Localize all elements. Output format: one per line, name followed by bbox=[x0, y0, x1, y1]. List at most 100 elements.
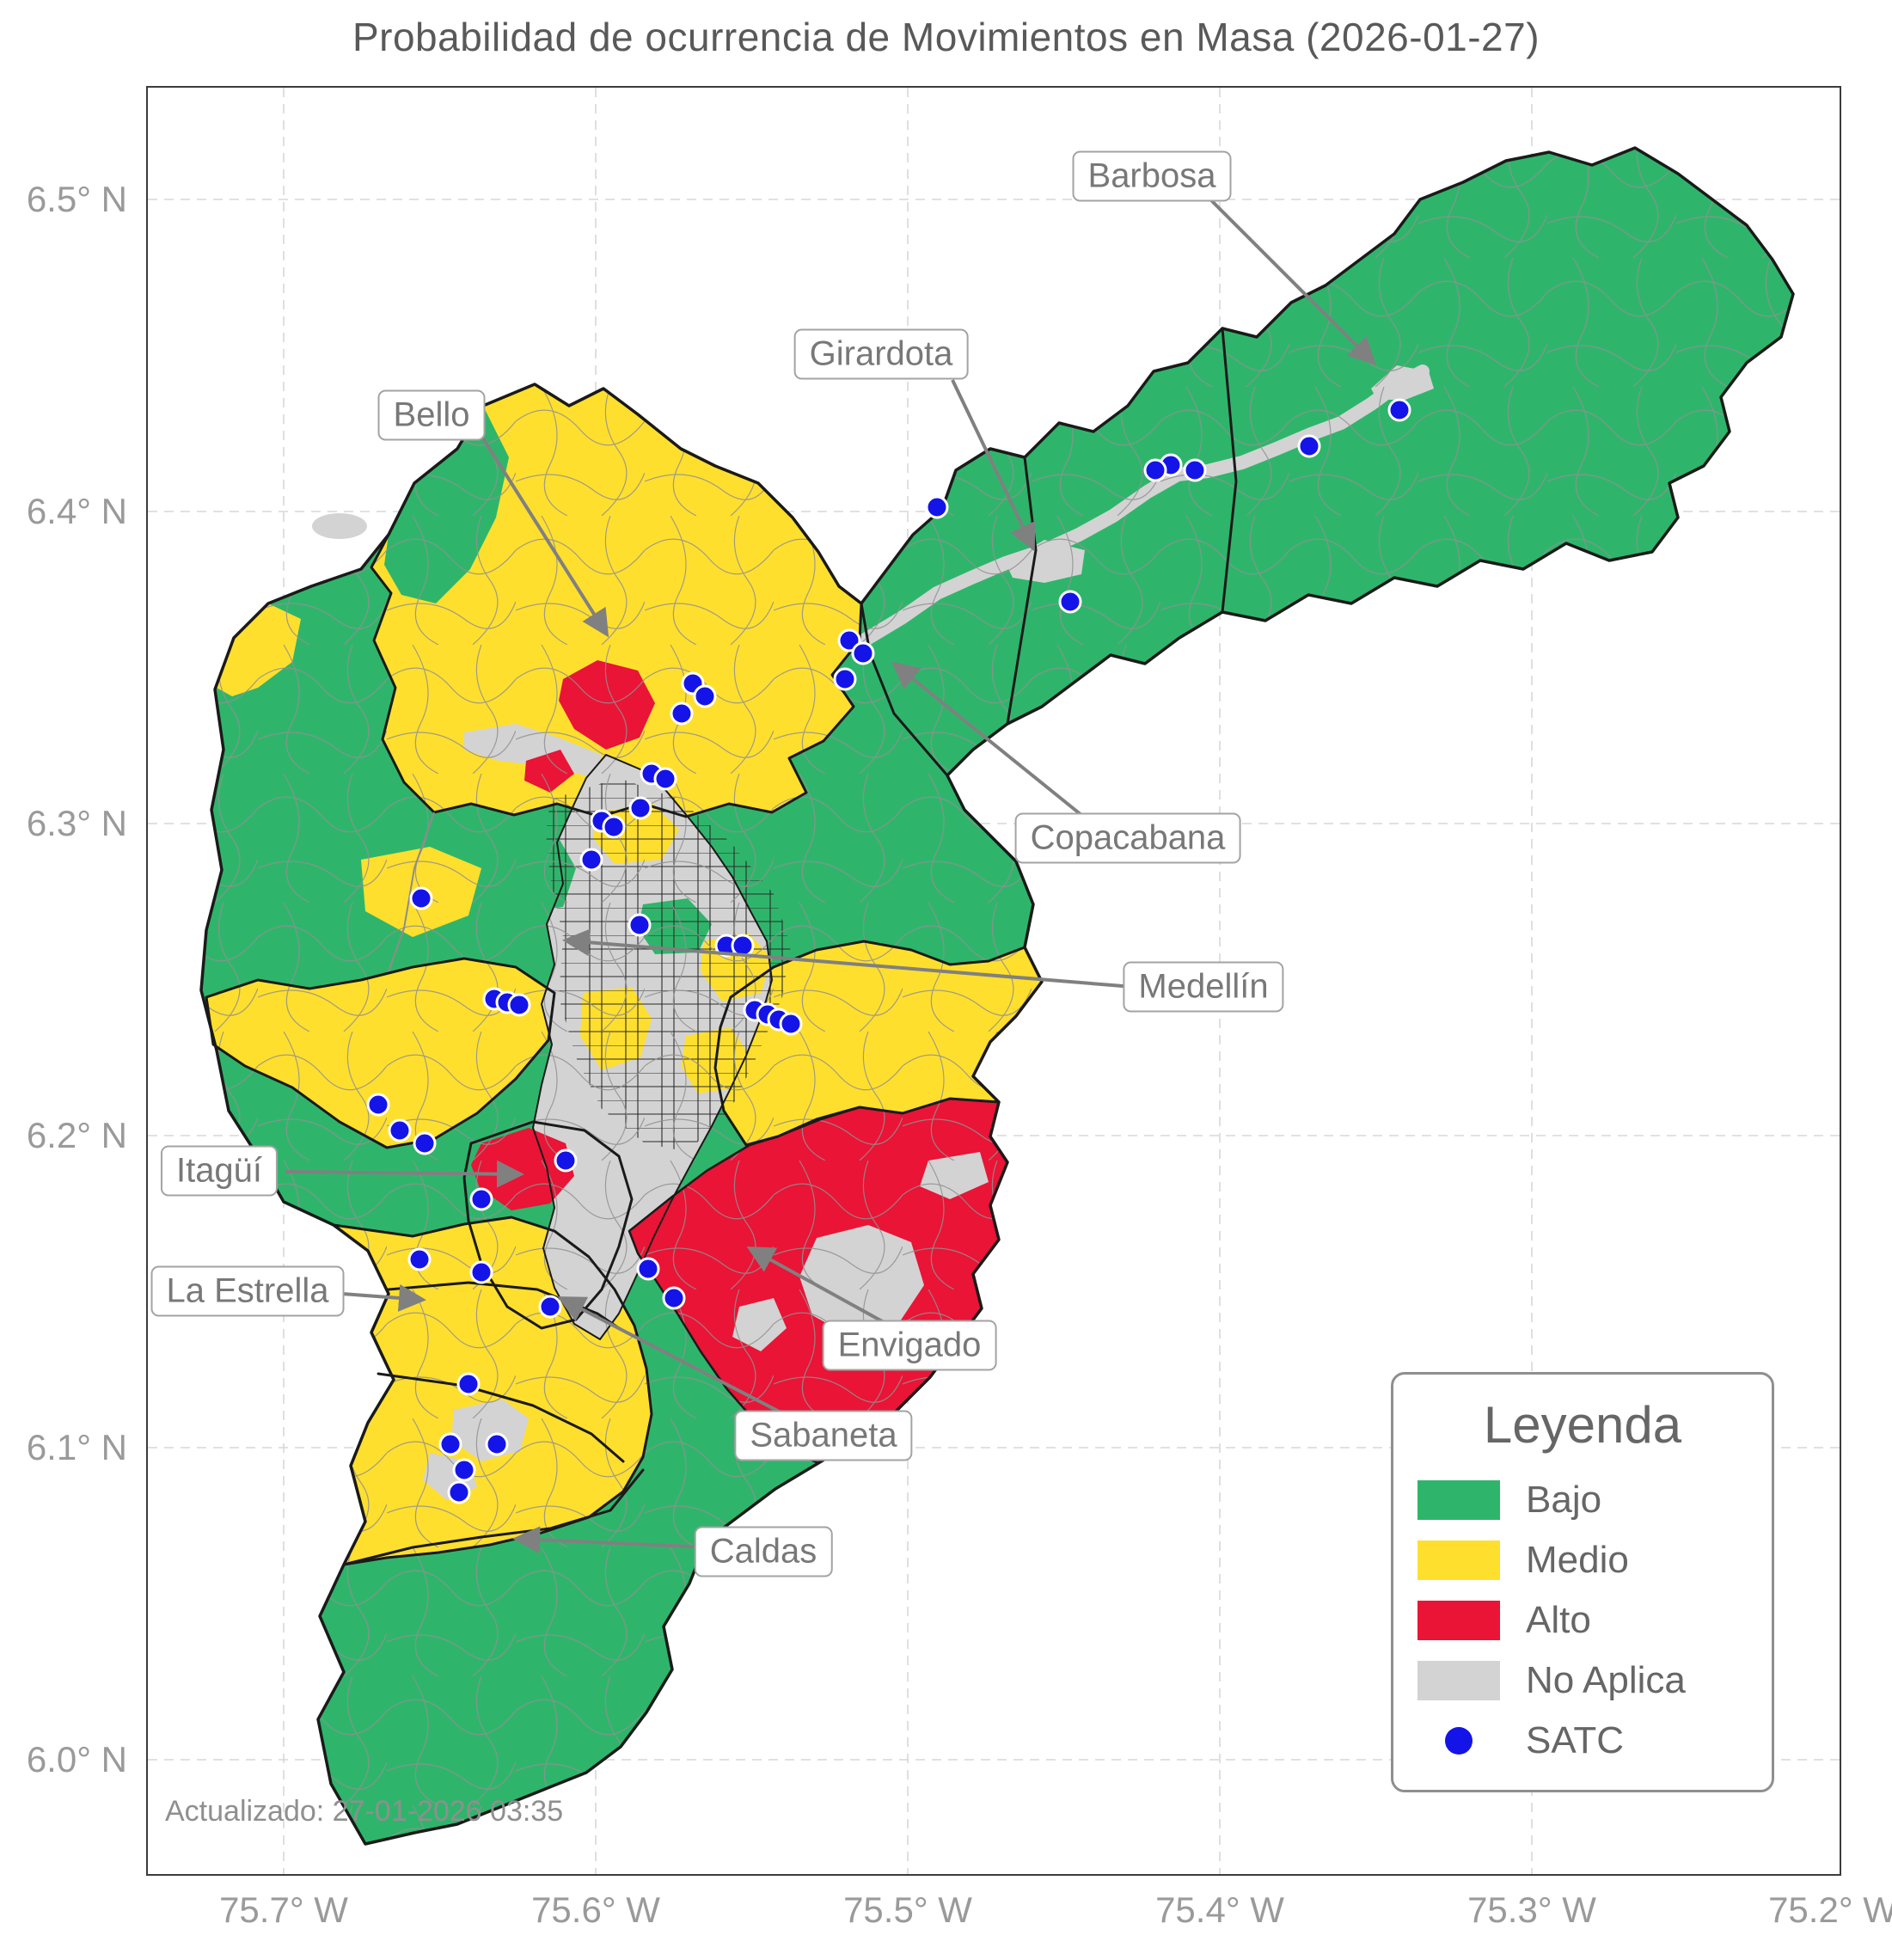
legend-item-alto: Alto bbox=[1417, 1590, 1748, 1651]
arrow-medellin bbox=[562, 928, 1134, 989]
y-tick: 6.5° N bbox=[26, 179, 127, 219]
x-tick: 75.2° W bbox=[1768, 1890, 1892, 1930]
x-tick: 75.5° W bbox=[843, 1890, 972, 1930]
legend-swatch-alto bbox=[1417, 1601, 1500, 1640]
x-tick: 75.6° W bbox=[531, 1890, 660, 1930]
legend: Leyenda Bajo Medio Alto No Aplica SATC bbox=[1391, 1372, 1774, 1792]
y-tick: 6.4° N bbox=[26, 491, 127, 531]
arrow-girardota bbox=[951, 379, 1036, 552]
label-copacabana: Copacabana bbox=[1014, 812, 1241, 864]
legend-dot-wrap bbox=[1417, 1727, 1500, 1755]
y-tick: 6.0° N bbox=[26, 1739, 127, 1779]
arrow-envigado bbox=[746, 1246, 885, 1324]
figure-title: Probabilidad de ocurrencia de Movimiento… bbox=[352, 15, 1540, 59]
boundary-copacabana bbox=[860, 602, 949, 777]
satc-stations bbox=[366, 398, 1411, 1504]
satc-station-dot bbox=[602, 815, 626, 839]
boundary-bello bbox=[370, 383, 863, 818]
satc-dot-icon bbox=[1445, 1727, 1473, 1755]
satc-station-dot bbox=[452, 1458, 476, 1482]
label-la-estrella: La Estrella bbox=[150, 1265, 345, 1317]
satc-station-dot bbox=[833, 667, 857, 691]
y-tick: 6.1° N bbox=[26, 1427, 127, 1467]
legend-label-alto: Alto bbox=[1526, 1599, 1591, 1641]
boundary-barbosa bbox=[1221, 327, 1238, 614]
satc-station-dot bbox=[851, 641, 875, 665]
boundary-sabaneta bbox=[377, 1372, 625, 1463]
label-sabaneta: Sabaneta bbox=[734, 1410, 913, 1461]
boundary-envigado bbox=[628, 1097, 1009, 1465]
label-bello: Bello bbox=[377, 389, 486, 441]
satc-station-dot bbox=[628, 796, 652, 820]
label-medellin: Medellín bbox=[1123, 961, 1284, 1013]
satc-station-dot bbox=[469, 1260, 493, 1284]
y-tick: 6.2° N bbox=[26, 1115, 127, 1155]
satc-station-dot bbox=[662, 1286, 686, 1310]
arrow-itagui bbox=[285, 1160, 524, 1188]
satc-station-dot bbox=[507, 993, 531, 1017]
legend-item-satc: SATC bbox=[1417, 1711, 1748, 1771]
satc-station-dot bbox=[485, 1432, 509, 1456]
satc-station-dot bbox=[456, 1372, 481, 1396]
boundary-itagui bbox=[462, 1120, 634, 1330]
legend-label-satc: SATC bbox=[1526, 1719, 1625, 1761]
satc-station-dot bbox=[469, 1187, 493, 1211]
boundary-la-estrella bbox=[387, 1281, 621, 1330]
satc-station-dot bbox=[579, 848, 603, 872]
region-west-na-blob bbox=[312, 513, 367, 539]
legend-label-medio: Medio bbox=[1526, 1539, 1629, 1581]
satc-station-dot bbox=[1058, 590, 1082, 614]
legend-swatch-medio bbox=[1417, 1540, 1500, 1580]
legend-item-medio: Medio bbox=[1417, 1530, 1748, 1590]
satc-station-dot bbox=[1387, 398, 1411, 422]
label-girardota: Girardota bbox=[793, 328, 969, 380]
satc-station-dot bbox=[636, 1257, 660, 1281]
satc-station-dot bbox=[1143, 458, 1167, 482]
label-itagui: Itagüí bbox=[160, 1145, 279, 1197]
satc-station-dot bbox=[407, 1247, 432, 1271]
arrow-barbosa bbox=[1209, 198, 1376, 365]
satc-station-dot bbox=[409, 886, 433, 910]
satc-station-dot bbox=[1297, 434, 1321, 458]
label-envigado: Envigado bbox=[822, 1320, 997, 1371]
boundary-urban bbox=[532, 754, 773, 1340]
satc-station-dot bbox=[670, 701, 694, 726]
legend-label-bajo: Bajo bbox=[1526, 1479, 1602, 1521]
satc-station-dot bbox=[653, 767, 677, 791]
x-tick: 75.4° W bbox=[1155, 1890, 1284, 1930]
satc-station-dot bbox=[366, 1093, 390, 1117]
boundary-southeast bbox=[713, 940, 1044, 1147]
legend-item-bajo: Bajo bbox=[1417, 1470, 1748, 1530]
satc-station-dot bbox=[628, 913, 652, 937]
x-tick: 75.3° W bbox=[1467, 1890, 1596, 1930]
legend-swatch-no-aplica bbox=[1417, 1661, 1500, 1700]
arrow-sabaneta bbox=[557, 1296, 790, 1418]
boundary-west-band bbox=[205, 957, 556, 1149]
arrow-bello bbox=[481, 437, 609, 638]
satc-station-dot bbox=[1183, 458, 1207, 482]
y-tick: 6.3° N bbox=[26, 803, 127, 843]
boundary-girardota bbox=[1006, 456, 1038, 726]
label-barbosa: Barbosa bbox=[1072, 150, 1232, 202]
satc-station-dot bbox=[779, 1012, 803, 1036]
x-tick: 75.7° W bbox=[219, 1890, 348, 1930]
arrow-copacabana bbox=[891, 661, 1083, 817]
legend-swatch-bajo bbox=[1417, 1480, 1500, 1520]
satc-station-dot bbox=[388, 1118, 412, 1142]
legend-title: Leyenda bbox=[1483, 1396, 1682, 1454]
satc-station-dot bbox=[554, 1148, 578, 1173]
municipal-boundaries bbox=[199, 146, 1795, 1846]
label-caldas: Caldas bbox=[694, 1526, 833, 1577]
legend-item-no-aplica: No Aplica bbox=[1417, 1651, 1748, 1711]
satc-station-dot bbox=[693, 684, 717, 708]
satc-station-dot bbox=[447, 1480, 471, 1504]
satc-station-dot bbox=[413, 1131, 437, 1155]
legend-label-no-aplica: No Aplica bbox=[1526, 1659, 1686, 1701]
updated-timestamp: Actualizado: 27-01-2026 03:35 bbox=[165, 1795, 564, 1828]
arrow-la-estrella bbox=[341, 1283, 426, 1312]
satc-station-dot bbox=[438, 1432, 462, 1456]
satc-station-dot bbox=[925, 495, 949, 519]
boundary-medellin-west bbox=[388, 812, 435, 972]
satc-station-dot bbox=[538, 1295, 562, 1319]
